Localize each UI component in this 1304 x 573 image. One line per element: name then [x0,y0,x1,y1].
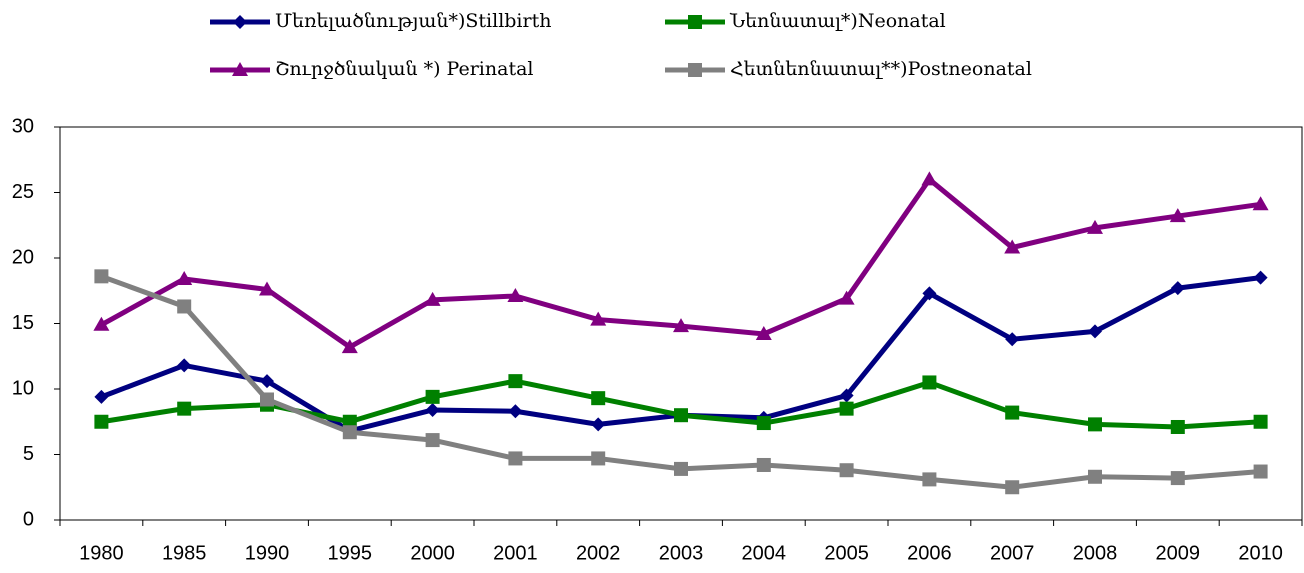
data-point [94,269,109,284]
legend-marker [233,15,247,29]
data-point [1005,332,1020,347]
data-point [1087,219,1103,234]
legend-label: Մեռելածնության*)Stillbirth [275,10,551,32]
data-point [508,374,523,389]
data-point [508,451,523,466]
data-point [839,463,854,478]
y-tick-label: 5 [23,443,34,465]
legend-marker [688,15,702,29]
data-point [1005,405,1020,420]
data-point [922,375,937,390]
data-point [756,416,771,431]
data-point [425,402,440,417]
data-point [342,425,357,440]
x-tick-label: 2002 [576,542,621,564]
x-tick-label: 2008 [1073,542,1118,564]
data-point [1005,480,1020,495]
x-tick-label: 2006 [907,542,952,564]
data-point [838,290,855,305]
x-tick-label: 2010 [1238,542,1283,564]
data-point [425,433,440,448]
x-tick-label: 1990 [245,542,290,564]
data-point [177,299,192,314]
x-tick-label: 2005 [824,542,869,564]
x-tick-label: 2004 [742,542,787,564]
legend-label: Հետնեոնատալ**)Postneonatal [730,58,1032,80]
data-point [260,374,274,389]
data-point [1170,471,1185,486]
x-tick-label: 1985 [162,542,207,564]
data-point [1088,324,1102,339]
data-point [839,388,854,403]
data-point [1169,208,1186,223]
x-tick-label: 2007 [990,542,1035,564]
data-point [424,291,441,306]
data-point [756,457,771,472]
data-point [591,391,606,406]
data-point [755,325,772,340]
x-tick-label: 2003 [659,542,704,564]
data-point [839,401,854,416]
data-point [1004,239,1021,254]
legend-marker [232,62,248,76]
data-point [591,417,606,432]
data-point [1170,419,1185,434]
data-point [1253,414,1268,429]
data-point [93,316,110,331]
data-point [590,311,607,326]
x-tick-label: 2009 [1156,542,1201,564]
x-tick-label: 1980 [79,542,124,564]
legend-marker [688,63,702,77]
y-tick-label: 15 [12,312,34,334]
data-point [508,404,523,419]
x-tick-label: 1995 [328,542,373,564]
data-point [1253,464,1268,479]
legend-label: Նեոնատալ*)Neonatal [729,10,946,32]
y-tick-label: 0 [23,508,34,530]
legend-label: Շուրջծնական *) Perinatal [275,58,534,80]
data-point [425,389,440,404]
data-point [922,286,937,301]
data-point [1252,196,1269,211]
data-point [674,461,688,476]
data-point [1088,469,1102,484]
data-point [922,472,937,487]
y-tick-label: 25 [12,181,34,203]
y-tick-label: 20 [12,246,34,268]
data-point [921,171,938,186]
x-tick-label: 2000 [410,542,455,564]
y-tick-label: 10 [12,377,34,399]
data-point [1253,270,1268,285]
data-point [260,392,274,407]
series-line [100,273,1261,490]
y-tick-label: 30 [12,115,34,137]
data-point [507,287,524,302]
x-tick-label: 2001 [493,542,538,564]
data-point [1088,417,1102,432]
data-point [94,414,109,429]
data-point [674,408,688,423]
data-point [1170,281,1185,296]
data-point [259,281,275,296]
data-point [176,270,193,285]
data-point [591,451,606,466]
data-point [341,339,358,354]
data-point [177,401,192,416]
data-point [177,358,192,373]
data-point [94,389,109,404]
data-point [673,318,689,333]
